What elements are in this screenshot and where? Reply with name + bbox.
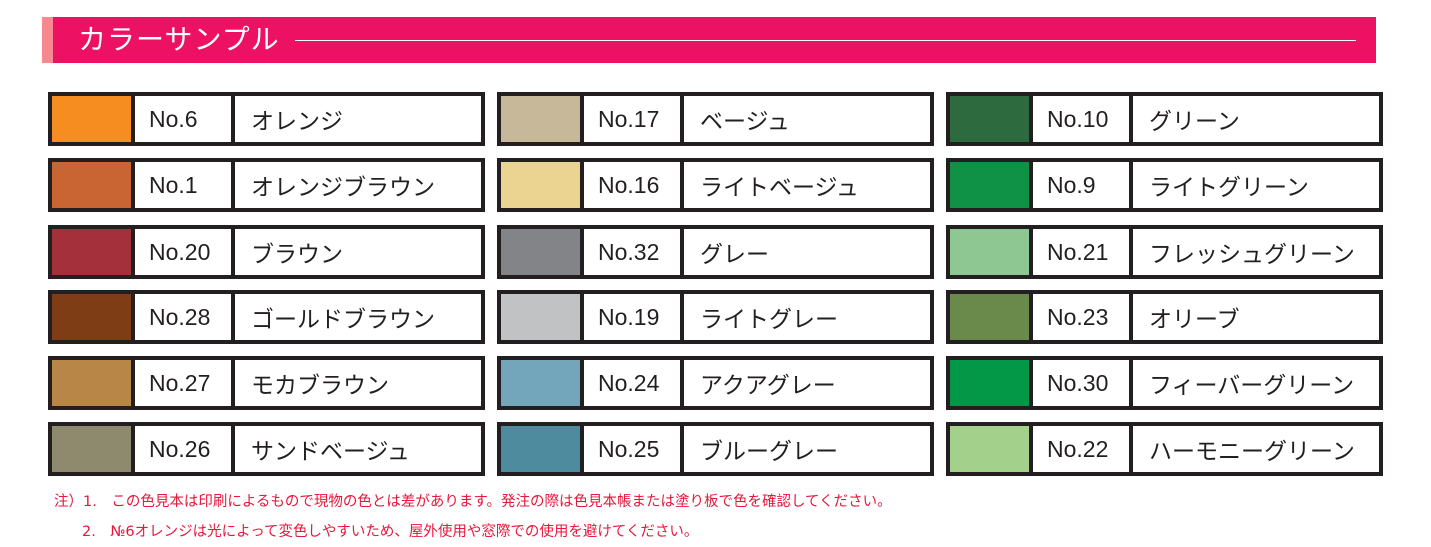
note-2: 2. №6オレンジは光によって変色しやすいため、屋外使用や窓際での使用を避けてく… <box>82 524 699 540</box>
color-number: No.27 <box>135 360 235 406</box>
color-sample-item: No.28 ゴールドブラウン <box>48 290 485 344</box>
color-name: グリーン <box>1149 109 1240 135</box>
color-number: No.32 <box>584 229 684 275</box>
color-name: グレー <box>700 242 769 268</box>
color-number: No.1 <box>135 162 235 208</box>
color-number: No.10 <box>1033 96 1133 142</box>
color-swatch <box>950 96 1033 142</box>
color-sample-item: No.21 フレッシュグリーン <box>946 225 1383 279</box>
color-number: No.21 <box>1033 229 1133 275</box>
header-rule <box>295 40 1356 41</box>
color-sample-item: No.27 モカブラウン <box>48 356 485 410</box>
color-number: No.23 <box>1033 294 1133 340</box>
note-1: 注）1. この色見本は印刷によるもので現物の色とは差があります。発注の際は色見本… <box>54 494 892 510</box>
color-name: ブラウン <box>251 242 343 268</box>
color-name: アクアグレー <box>700 373 836 399</box>
color-name: モカブラウン <box>251 373 389 399</box>
color-name: ライトグリーン <box>1149 175 1309 201</box>
color-sample-item: No.20 ブラウン <box>48 225 485 279</box>
color-swatch <box>52 96 135 142</box>
color-name: ライトベージュ <box>700 175 859 201</box>
color-name: オリーブ <box>1149 307 1240 333</box>
color-swatch <box>52 360 135 406</box>
color-swatch <box>501 294 584 340</box>
color-number: No.16 <box>584 162 684 208</box>
color-swatch <box>950 229 1033 275</box>
color-sample-item: No.10 グリーン <box>946 92 1383 146</box>
color-swatch <box>52 229 135 275</box>
color-sample-item: No.25 ブルーグレー <box>497 422 934 476</box>
color-swatch <box>52 294 135 340</box>
color-sample-item: No.22 ハーモニーグリーン <box>946 422 1383 476</box>
color-swatch <box>501 162 584 208</box>
color-sample-item: No.30 フィーバーグリーン <box>946 356 1383 410</box>
color-number: No.19 <box>584 294 684 340</box>
section-header: カラーサンプル <box>42 17 1376 63</box>
color-swatch <box>950 426 1033 472</box>
header-accent-strip <box>42 17 53 63</box>
color-name: サンドベージュ <box>251 439 410 465</box>
color-number: No.28 <box>135 294 235 340</box>
color-number: No.6 <box>135 96 235 142</box>
color-swatch <box>52 426 135 472</box>
color-sample-item: No.9 ライトグリーン <box>946 158 1383 212</box>
color-name: オレンジ <box>251 109 343 135</box>
color-sample-item: No.24 アクアグレー <box>497 356 934 410</box>
color-number: No.26 <box>135 426 235 472</box>
color-sample-item: No.16 ライトベージュ <box>497 158 934 212</box>
color-swatch <box>501 360 584 406</box>
color-swatch <box>950 294 1033 340</box>
color-name: フレッシュグリーン <box>1149 242 1355 268</box>
color-swatch <box>501 96 584 142</box>
color-sample-item: No.6 オレンジ <box>48 92 485 146</box>
color-sample-item: No.17 ベージュ <box>497 92 934 146</box>
color-swatch <box>950 162 1033 208</box>
color-swatch <box>950 360 1033 406</box>
color-swatch <box>52 162 135 208</box>
color-number: No.9 <box>1033 162 1133 208</box>
color-sample-item: No.19 ライトグレー <box>497 290 934 344</box>
color-sample-item: No.1 オレンジブラウン <box>48 158 485 212</box>
color-number: No.20 <box>135 229 235 275</box>
color-sample-item: No.23 オリーブ <box>946 290 1383 344</box>
color-name: ゴールドブラウン <box>251 307 435 333</box>
color-sample-item: No.26 サンドベージュ <box>48 422 485 476</box>
color-name: ブルーグレー <box>700 439 838 465</box>
color-number: No.24 <box>584 360 684 406</box>
color-number: No.17 <box>584 96 684 142</box>
color-number: No.22 <box>1033 426 1133 472</box>
color-swatch <box>501 229 584 275</box>
color-name: オレンジブラウン <box>251 175 435 201</box>
color-name: ハーモニーグリーン <box>1149 439 1355 465</box>
color-swatch <box>501 426 584 472</box>
color-number: No.30 <box>1033 360 1133 406</box>
color-name: ベージュ <box>700 109 790 135</box>
color-name: ライトグレー <box>700 307 838 333</box>
section-title: カラーサンプル <box>78 23 280 56</box>
color-sample-item: No.32 グレー <box>497 225 934 279</box>
color-number: No.25 <box>584 426 684 472</box>
color-name: フィーバーグリーン <box>1149 373 1355 399</box>
